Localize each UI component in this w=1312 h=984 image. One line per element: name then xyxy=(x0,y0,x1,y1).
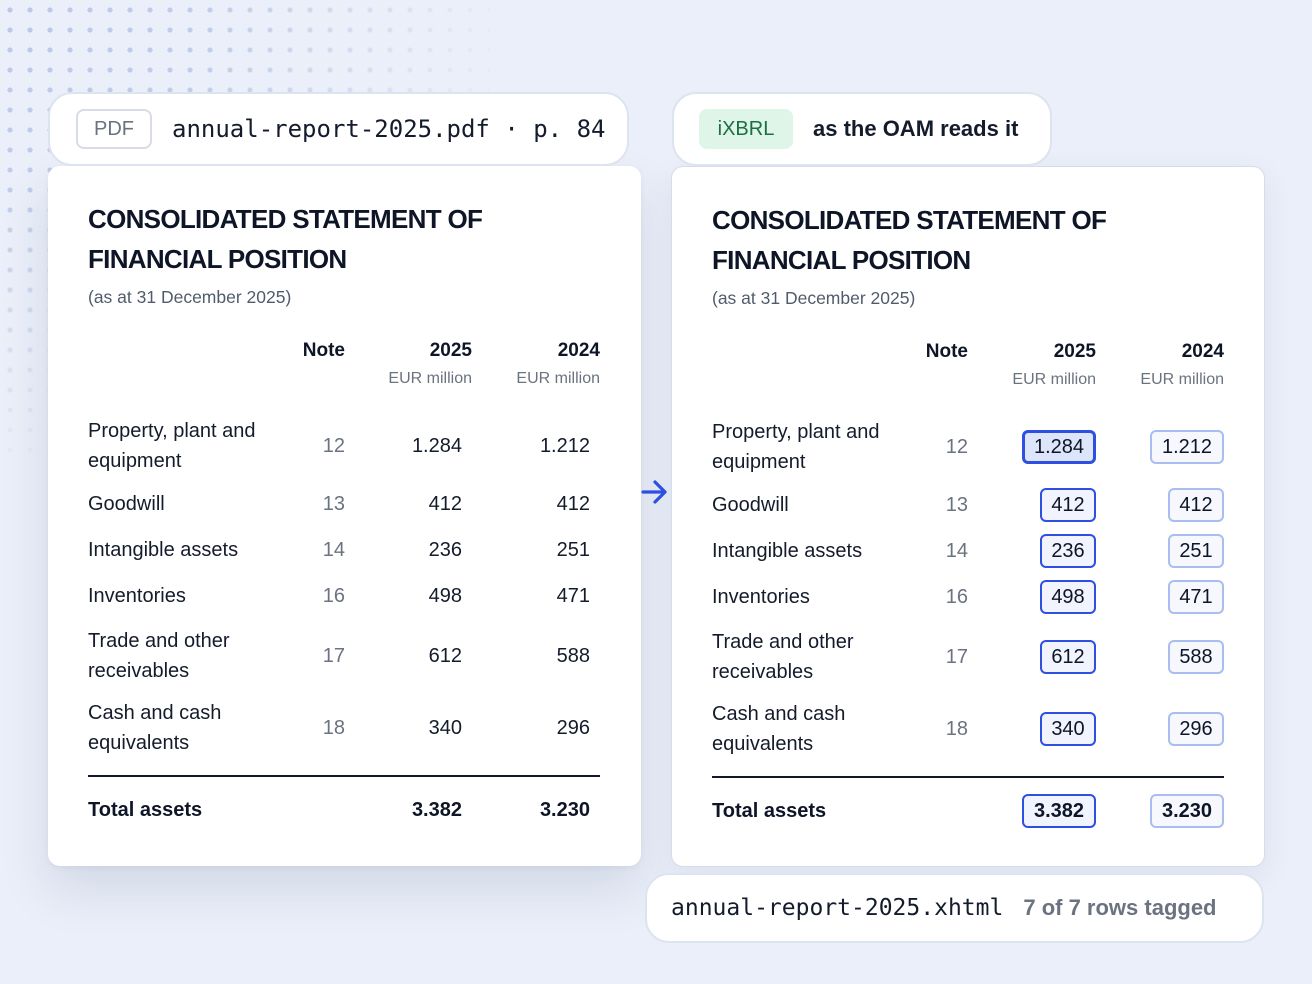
2025-column-header: 2025 xyxy=(429,340,472,361)
statement-subtitle: (as at 31 December 2025) xyxy=(712,288,916,308)
ixbrl-badge: iXBRL xyxy=(699,109,793,149)
row-label-cash: Cash and cash equivalents xyxy=(712,703,846,755)
total-divider xyxy=(88,775,600,777)
ixbrl-tagged-value-2024[interactable]: 412 xyxy=(1168,488,1224,522)
row-note: 18 xyxy=(322,717,345,739)
total-assets-label: Total assets xyxy=(712,800,827,822)
row-note: 13 xyxy=(945,494,968,516)
ixbrl-tagged-total-2025[interactable]: 3.382 xyxy=(1022,794,1096,828)
row-note: 16 xyxy=(945,586,968,608)
row-value-2024: 471 xyxy=(556,585,590,607)
ixbrl-tagged-value-2024[interactable]: 296 xyxy=(1168,712,1224,746)
total-assets-label: Total assets xyxy=(88,799,203,821)
row-value-2025: 612 xyxy=(428,645,462,667)
2024-unit-label: EUR million xyxy=(516,370,600,387)
2025-unit-label: EUR million xyxy=(388,370,472,387)
row-label-goodwill: Goodwill xyxy=(712,494,789,516)
2024-column-header: 2024 xyxy=(557,340,600,361)
ixbrl-tagged-value-2025[interactable]: 1.284 xyxy=(1022,430,1096,464)
row-note: 12 xyxy=(322,435,345,457)
2025-unit-label: EUR million xyxy=(1012,371,1096,388)
note-column-header: Note xyxy=(302,340,345,361)
pdf-badge: PDF xyxy=(76,109,152,149)
row-note: 14 xyxy=(322,539,345,561)
row-value-2025: 1.284 xyxy=(411,435,462,457)
row-label-receivables: Trade and other receivables xyxy=(88,630,230,682)
row-label-receivables: Trade and other receivables xyxy=(712,631,854,683)
row-value-2025: 340 xyxy=(428,717,462,739)
row-note: 17 xyxy=(945,646,968,668)
ixbrl-tagged-total-2024[interactable]: 3.230 xyxy=(1150,794,1224,828)
output-caption: as the OAM reads it xyxy=(813,116,1019,141)
ixbrl-tagged-value-2025[interactable]: 236 xyxy=(1040,534,1096,568)
2025-column-header: 2025 xyxy=(1053,341,1096,362)
statement-title: CONSOLIDATED STATEMENT OF FINANCIAL POSI… xyxy=(712,205,1107,275)
total-value-2025: 3.382 xyxy=(411,799,462,821)
statement-subtitle: (as at 31 December 2025) xyxy=(88,287,292,307)
row-label-intangibles: Intangible assets xyxy=(712,540,863,562)
total-divider xyxy=(712,776,1224,778)
arrow-right-icon xyxy=(641,480,667,504)
row-note: 14 xyxy=(945,540,968,562)
row-label-ppe: Property, plant and equipment xyxy=(712,421,880,473)
statement-title: CONSOLIDATED STATEMENT OF FINANCIAL POSI… xyxy=(88,204,483,274)
ixbrl-tagged-value-2025[interactable]: 612 xyxy=(1040,640,1096,674)
tagging-status: 7 of 7 rows tagged xyxy=(1023,895,1217,920)
row-value-2024: 588 xyxy=(556,645,590,667)
row-label-goodwill: Goodwill xyxy=(88,493,165,515)
ixbrl-statement-card: CONSOLIDATED STATEMENT OF FINANCIAL POSI… xyxy=(671,166,1265,867)
row-note: 18 xyxy=(945,718,968,740)
source-filename: annual-report-2025.pdf · p. 84 xyxy=(172,115,606,143)
total-value-2024: 3.230 xyxy=(539,799,590,821)
output-file-pill: annual-report-2025.xhtml 7 of 7 rows tag… xyxy=(645,873,1264,943)
ixbrl-tagged-value-2024[interactable]: 1.212 xyxy=(1150,430,1224,464)
source-file-pill: PDF annual-report-2025.pdf · p. 84 xyxy=(48,92,629,166)
row-value-2024: 251 xyxy=(556,539,590,561)
pdf-statement-card: CONSOLIDATED STATEMENT OF FINANCIAL POSI… xyxy=(48,166,641,866)
row-label-inventories: Inventories xyxy=(712,586,810,608)
row-note: 16 xyxy=(322,585,345,607)
ixbrl-tagged-value-2025[interactable]: 412 xyxy=(1040,488,1096,522)
ixbrl-tagged-value-2024[interactable]: 251 xyxy=(1168,534,1224,568)
output-format-pill: iXBRL as the OAM reads it xyxy=(672,92,1052,166)
row-value-2025: 498 xyxy=(428,585,462,607)
note-column-header: Note xyxy=(925,341,968,362)
ixbrl-tagged-value-2024[interactable]: 471 xyxy=(1168,580,1224,614)
row-value-2024: 296 xyxy=(556,717,590,739)
row-value-2025: 412 xyxy=(428,493,462,515)
row-label-inventories: Inventories xyxy=(88,585,186,607)
row-value-2024: 1.212 xyxy=(539,435,590,457)
row-note: 13 xyxy=(322,493,345,515)
row-note: 12 xyxy=(945,436,968,458)
row-value-2024: 412 xyxy=(556,493,590,515)
row-label-cash: Cash and cash equivalents xyxy=(88,702,222,754)
output-filename: annual-report-2025.xhtml xyxy=(671,895,1004,921)
row-label-intangibles: Intangible assets xyxy=(88,539,239,561)
2024-column-header: 2024 xyxy=(1181,341,1224,362)
row-note: 17 xyxy=(322,645,345,667)
ixbrl-tagged-value-2024[interactable]: 588 xyxy=(1168,640,1224,674)
ixbrl-tagged-value-2025[interactable]: 340 xyxy=(1040,712,1096,746)
ixbrl-tagged-value-2025[interactable]: 498 xyxy=(1040,580,1096,614)
row-value-2025: 236 xyxy=(428,539,462,561)
2024-unit-label: EUR million xyxy=(1140,371,1224,388)
row-label-ppe: Property, plant and equipment xyxy=(88,420,256,472)
